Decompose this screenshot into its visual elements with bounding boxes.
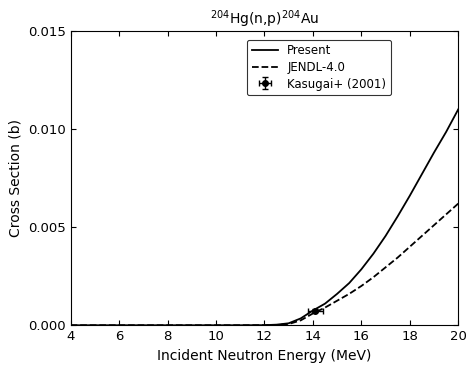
JENDL-4.0 [407, 244, 413, 249]
Line: Present: Present [71, 109, 458, 325]
JENDL-4.0 [141, 323, 146, 328]
JENDL-4.0 [286, 322, 292, 326]
Present [395, 214, 400, 219]
JENDL-4.0 [334, 299, 340, 303]
Present [298, 316, 304, 321]
Present [68, 323, 74, 328]
JENDL-4.0 [443, 212, 449, 217]
Present [262, 323, 267, 327]
Present [370, 252, 376, 256]
JENDL-4.0 [68, 323, 74, 328]
JENDL-4.0 [370, 275, 376, 279]
Present [383, 234, 389, 238]
JENDL-4.0 [419, 234, 425, 238]
JENDL-4.0 [213, 323, 219, 328]
JENDL-4.0 [189, 323, 195, 328]
Present [116, 323, 122, 328]
Present [274, 322, 279, 327]
JENDL-4.0 [456, 201, 461, 206]
Present [346, 281, 352, 285]
JENDL-4.0 [165, 323, 171, 328]
Title: $^{204}$Hg(n,p)$^{204}$Au: $^{204}$Hg(n,p)$^{204}$Au [210, 8, 319, 30]
Present [213, 323, 219, 328]
Present [443, 130, 449, 134]
Present [310, 308, 316, 313]
Present [189, 323, 195, 328]
Present [431, 150, 437, 155]
JENDL-4.0 [359, 284, 364, 288]
Present [334, 292, 340, 296]
Legend: Present, JENDL-4.0, Kasugai+ (2001): Present, JENDL-4.0, Kasugai+ (2001) [247, 40, 391, 95]
Present [407, 194, 413, 198]
JENDL-4.0 [310, 311, 316, 316]
JENDL-4.0 [262, 323, 267, 328]
JENDL-4.0 [92, 323, 98, 328]
Present [92, 323, 98, 328]
Present [419, 172, 425, 176]
JENDL-4.0 [322, 305, 328, 310]
JENDL-4.0 [431, 223, 437, 227]
JENDL-4.0 [298, 318, 304, 322]
JENDL-4.0 [274, 323, 279, 327]
Present [141, 323, 146, 328]
JENDL-4.0 [395, 255, 400, 260]
Present [322, 301, 328, 306]
JENDL-4.0 [346, 292, 352, 296]
Present [165, 323, 171, 328]
JENDL-4.0 [383, 265, 389, 270]
Present [359, 267, 364, 272]
JENDL-4.0 [238, 323, 243, 328]
JENDL-4.0 [116, 323, 122, 328]
Line: JENDL-4.0: JENDL-4.0 [71, 204, 458, 325]
Present [456, 107, 461, 112]
Present [238, 323, 243, 328]
Y-axis label: Cross Section (b): Cross Section (b) [9, 119, 22, 237]
X-axis label: Incident Neutron Energy (MeV): Incident Neutron Energy (MeV) [157, 349, 371, 363]
Present [286, 321, 292, 325]
